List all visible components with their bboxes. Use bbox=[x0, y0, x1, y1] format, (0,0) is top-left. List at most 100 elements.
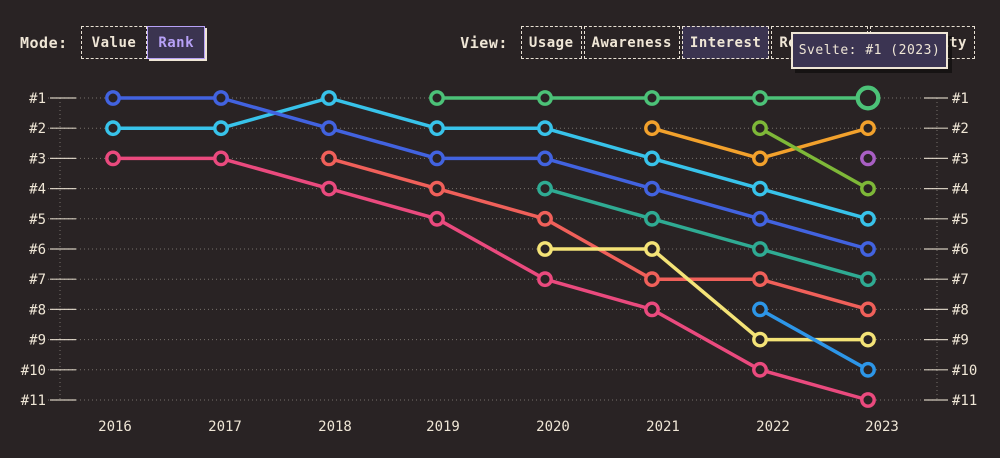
marker-royal-blue-2022[interactable] bbox=[752, 210, 768, 227]
rank-label-right: #10 bbox=[952, 363, 977, 379]
marker-cyan-2020[interactable] bbox=[537, 120, 553, 137]
marker-Svelte-2019[interactable] bbox=[429, 90, 445, 106]
view-button-awareness[interactable]: Awareness bbox=[583, 26, 680, 59]
marker-pink-2018[interactable] bbox=[321, 180, 337, 197]
marker-pink-2021[interactable] bbox=[644, 301, 660, 318]
view-button-interest[interactable]: Interest bbox=[681, 26, 770, 59]
marker-sky-blue-2023[interactable] bbox=[860, 361, 876, 378]
marker-salmon-2018[interactable] bbox=[321, 150, 337, 167]
marker-pink-2022[interactable] bbox=[752, 361, 768, 378]
rank-label-left: #9 bbox=[29, 333, 46, 349]
marker-royal-blue-2023[interactable] bbox=[860, 241, 876, 257]
year-label: 2018 bbox=[318, 419, 352, 435]
marker-lime-2023[interactable] bbox=[860, 180, 876, 197]
series-line-teal bbox=[543, 186, 870, 281]
rank-label-right: #6 bbox=[952, 242, 969, 258]
marker-pink-2016[interactable] bbox=[105, 150, 121, 167]
marker-cyan-2022[interactable] bbox=[752, 180, 768, 197]
series-line-sky-blue bbox=[758, 307, 870, 372]
hover-tooltip: Svelte: #1 (2023) bbox=[791, 32, 948, 69]
marker-cyan-2016[interactable] bbox=[105, 120, 121, 137]
marker-teal-2021[interactable] bbox=[644, 210, 660, 227]
rank-label-left: #8 bbox=[29, 302, 46, 318]
rank-label-left: #11 bbox=[21, 393, 46, 409]
highlighted-marker-Svelte-2023[interactable] bbox=[855, 85, 881, 111]
marker-Svelte-2020[interactable] bbox=[537, 90, 553, 106]
marker-royal-blue-2018[interactable] bbox=[321, 120, 337, 137]
marker-pink-2019[interactable] bbox=[429, 210, 445, 227]
marker-teal-2023[interactable] bbox=[860, 271, 876, 288]
marker-lime-2022[interactable] bbox=[752, 120, 768, 137]
rank-label-left: #3 bbox=[29, 151, 46, 167]
grid-and-axes: #1 #1 #2 #2 #3 #3 #4 #4 #5 #5 #6 #6 #7 #7 #8 #8 #9 #9 #10 #… bbox=[21, 91, 978, 435]
view-button-usage[interactable]: Usage bbox=[520, 26, 582, 59]
marker-yellow-2021[interactable] bbox=[644, 241, 660, 257]
series-line-salmon bbox=[327, 156, 870, 312]
rank-label-left: #6 bbox=[29, 242, 46, 258]
marker-cyan-2023[interactable] bbox=[860, 210, 876, 227]
year-label: 2021 bbox=[646, 419, 680, 435]
rank-label-right: #4 bbox=[952, 182, 969, 198]
view-label: View: bbox=[460, 33, 508, 52]
marker-royal-blue-2021[interactable] bbox=[644, 180, 660, 197]
year-label: 2020 bbox=[536, 419, 570, 435]
marker-teal-2020[interactable] bbox=[537, 180, 553, 197]
marker-teal-2022[interactable] bbox=[752, 241, 768, 257]
year-label: 2023 bbox=[865, 419, 899, 435]
mode-label: Mode: bbox=[20, 33, 68, 52]
marker-pink-2017[interactable] bbox=[213, 150, 229, 167]
year-label: 2022 bbox=[756, 419, 790, 435]
tooltip-text: Svelte: #1 (2023) bbox=[798, 43, 941, 58]
marker-salmon-2022[interactable] bbox=[752, 271, 768, 288]
rank-label-right: #9 bbox=[952, 333, 969, 349]
series-line-lime bbox=[758, 126, 870, 191]
marker-salmon-2019[interactable] bbox=[429, 180, 445, 197]
marker-cyan-2017[interactable] bbox=[213, 120, 229, 137]
year-label: 2016 bbox=[98, 419, 132, 435]
series-markers bbox=[105, 85, 881, 408]
marker-sky-blue-2022[interactable] bbox=[752, 301, 768, 318]
mode-button-value[interactable]: Value bbox=[80, 26, 148, 59]
mode-button-rank[interactable]: Rank bbox=[147, 26, 206, 59]
series-line-royal-blue bbox=[111, 96, 870, 251]
marker-yellow-2023[interactable] bbox=[860, 331, 876, 348]
year-label: 2017 bbox=[208, 419, 242, 435]
rank-label-right: #1 bbox=[952, 91, 969, 107]
marker-salmon-2023[interactable] bbox=[860, 301, 876, 318]
marker-salmon-2021[interactable] bbox=[644, 271, 660, 288]
rank-label-left: #7 bbox=[29, 272, 46, 288]
marker-royal-blue-2016[interactable] bbox=[105, 90, 121, 106]
marker-Svelte-2022[interactable] bbox=[752, 90, 768, 106]
marker-Svelte-2021[interactable] bbox=[644, 90, 660, 106]
mode-control-group: Mode: Value Rank bbox=[20, 26, 206, 59]
rank-label-right: #7 bbox=[952, 272, 969, 288]
series-line-cyan bbox=[111, 96, 870, 221]
marker-yellow-2020[interactable] bbox=[537, 241, 553, 257]
rank-label-left: #2 bbox=[29, 121, 46, 137]
marker-orange-2023[interactable] bbox=[860, 120, 876, 137]
view-control-group: View: Usage Awareness Interest Retention… bbox=[460, 26, 975, 59]
marker-cyan-2021[interactable] bbox=[644, 150, 660, 167]
year-label: 2019 bbox=[426, 419, 460, 435]
rank-label-right: #2 bbox=[952, 121, 969, 137]
marker-yellow-2022[interactable] bbox=[752, 331, 768, 348]
rank-label-right: #11 bbox=[952, 393, 977, 409]
marker-pink-2020[interactable] bbox=[537, 271, 553, 288]
marker-orange-2021[interactable] bbox=[644, 120, 660, 137]
marker-purple-2023[interactable] bbox=[860, 150, 876, 167]
rank-label-left: #1 bbox=[29, 91, 46, 107]
marker-royal-blue-2020[interactable] bbox=[537, 150, 553, 167]
rank-label-left: #4 bbox=[29, 182, 46, 198]
marker-cyan-2018[interactable] bbox=[321, 90, 337, 106]
marker-orange-2022[interactable] bbox=[752, 150, 768, 167]
marker-pink-2023[interactable] bbox=[860, 392, 876, 408]
marker-cyan-2019[interactable] bbox=[429, 120, 445, 137]
marker-royal-blue-2017[interactable] bbox=[213, 90, 229, 106]
rank-label-left: #5 bbox=[29, 212, 46, 228]
rank-label-right: #8 bbox=[952, 302, 969, 318]
rank-label-left: #10 bbox=[21, 363, 46, 379]
marker-salmon-2020[interactable] bbox=[537, 210, 553, 227]
rank-label-right: #3 bbox=[952, 151, 969, 167]
marker-royal-blue-2019[interactable] bbox=[429, 150, 445, 167]
